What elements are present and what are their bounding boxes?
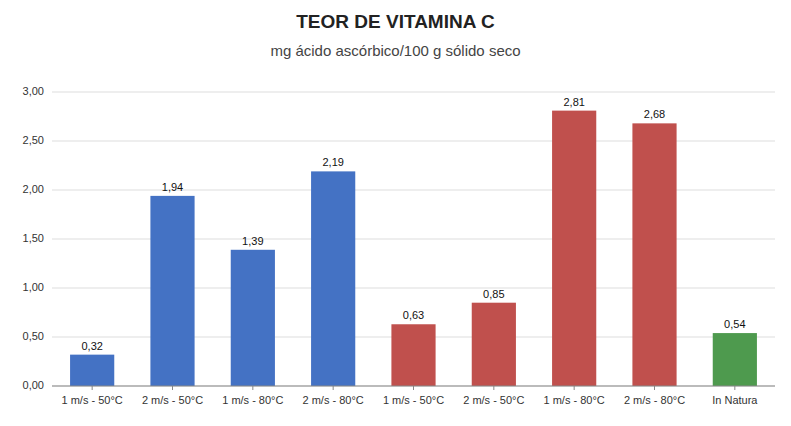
data-label: 1,39	[242, 235, 263, 247]
x-tick	[654, 386, 655, 390]
y-grid	[52, 92, 775, 386]
x-tick-label: 2 m/s - 80°C	[303, 394, 364, 406]
data-label: 0,54	[724, 318, 745, 330]
x-tick-label: 2 m/s - 80°C	[624, 394, 685, 406]
data-label: 1,94	[162, 181, 183, 193]
bar	[150, 196, 194, 386]
bar	[472, 303, 516, 386]
subtitle: mg ácido ascórbico/100 g sólido seco	[270, 42, 520, 59]
y-tick-label: 3,00	[23, 85, 44, 97]
data-label: 2,19	[322, 156, 343, 168]
x-tick-label: 2 m/s - 50°C	[142, 394, 203, 406]
bars	[70, 111, 757, 386]
bar	[632, 123, 676, 386]
y-tick-label: 1,00	[23, 281, 44, 293]
x-tick-label: 2 m/s - 50°C	[463, 394, 524, 406]
bar	[70, 355, 114, 386]
y-tick-label: 0,50	[23, 330, 44, 342]
title: TEOR DE VITAMINA C	[296, 11, 495, 32]
x-tick	[413, 386, 414, 390]
x-tick	[333, 386, 334, 390]
x-tick	[92, 386, 93, 390]
x-tick-label: 1 m/s - 80°C	[222, 394, 283, 406]
chart-container: TEOR DE VITAMINA C mg ácido ascórbico/100…	[0, 0, 791, 426]
x-tick	[493, 386, 494, 390]
data-label: 0,32	[81, 340, 102, 352]
y-tick-label: 2,00	[23, 183, 44, 195]
bar	[311, 171, 355, 386]
data-label: 0,85	[483, 288, 504, 300]
y-axis: 0,00 0,50 1,00 1,50 2,00 2,50 3,00	[23, 85, 44, 391]
y-tick-label: 0,00	[23, 379, 44, 391]
x-tick-label: 1 m/s - 50°C	[383, 394, 444, 406]
x-tick	[252, 386, 253, 390]
x-tick-label: 1 m/s - 80°C	[544, 394, 605, 406]
x-tick-label: In Natura	[712, 394, 758, 406]
x-tick	[734, 386, 735, 390]
data-label: 2,81	[563, 96, 584, 108]
bar	[713, 333, 757, 386]
x-tick	[574, 386, 575, 390]
x-axis: 1 m/s - 50°C 2 m/s - 50°C 1 m/s - 80°C 2 m/…	[62, 386, 759, 406]
x-tick-label: 1 m/s - 50°C	[62, 394, 123, 406]
bar	[552, 111, 596, 386]
y-tick-label: 1,50	[23, 232, 44, 244]
x-tick	[172, 386, 173, 390]
chart-svg: TEOR DE VITAMINA C mg ácido ascórbico/100…	[0, 0, 791, 426]
data-label: 0,63	[403, 309, 424, 321]
data-label: 2,68	[644, 108, 665, 120]
bar	[391, 324, 435, 386]
data-labels: 0,32 1,94 1,39 2,19 0,63 0,85 2,81 2,68 0,54	[81, 96, 745, 352]
grid-line	[52, 92, 775, 93]
y-tick-label: 2,50	[23, 134, 44, 146]
bar	[231, 250, 275, 386]
